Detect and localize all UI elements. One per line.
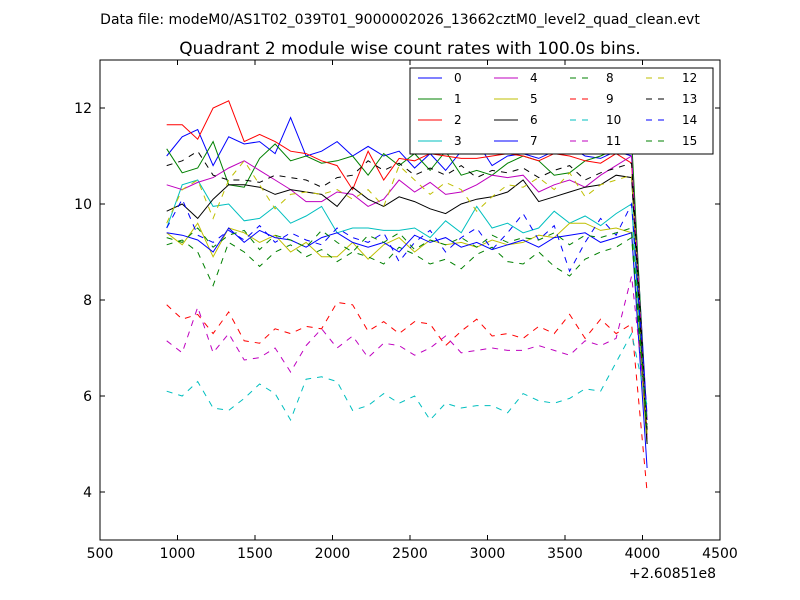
y-tick-label: 12 (74, 101, 92, 117)
x-tick-label: 3500 (547, 546, 583, 562)
series-line-9 (166, 301, 648, 493)
x-tick-label: 1000 (160, 546, 196, 562)
legend-label-9: 9 (606, 92, 614, 106)
data-file-label: Data file: modeM0/AS1T02_039T01_90000020… (100, 12, 700, 28)
x-tick-label: 3000 (470, 546, 506, 562)
legend-label-15: 15 (682, 134, 697, 148)
x-tick-label: 500 (87, 546, 114, 562)
legend-box (409, 67, 714, 155)
legend-label-2: 2 (454, 113, 462, 127)
plot-area: 500 1000 1500 2000 2500 3000 3500 4000 4500 4 6 8 1… (74, 59, 738, 582)
legend-label-12: 12 (682, 71, 697, 85)
legend-label-4: 4 (530, 71, 538, 85)
legend-label-6: 6 (530, 113, 538, 127)
y-axis: 4 6 8 10 12 (74, 101, 720, 501)
y-tick-label: 4 (83, 485, 92, 501)
series-line-2 (166, 100, 648, 435)
chart-title: Quadrant 2 module wise count rates with … (179, 39, 640, 59)
legend-label-8: 8 (606, 71, 614, 85)
series-line-6 (166, 174, 648, 445)
legend-label-1: 1 (454, 92, 462, 106)
y-tick-label: 6 (83, 389, 92, 405)
series-line-7 (166, 227, 648, 469)
x-tick-label: 4000 (625, 546, 661, 562)
x-axis-offset-label: +2.60851e8 (629, 566, 716, 582)
y-tick-label: 10 (74, 197, 92, 213)
x-tick-label: 2000 (315, 546, 351, 562)
legend-label-10: 10 (606, 113, 621, 127)
legend-label-11: 11 (606, 134, 621, 148)
legend-label-5: 5 (530, 92, 538, 106)
y-tick-label: 8 (83, 293, 92, 309)
legend-label-13: 13 (682, 92, 697, 106)
series-line-5 (166, 222, 648, 445)
series-line-3 (166, 179, 648, 445)
x-tick-label: 1500 (237, 546, 273, 562)
legend-label-7: 7 (530, 134, 538, 148)
series-line-13 (166, 150, 648, 430)
legend-label-3: 3 (454, 134, 462, 148)
legend-label-14: 14 (682, 113, 697, 127)
x-tick-label: 2500 (392, 546, 428, 562)
x-tick-label: 4500 (702, 546, 738, 562)
series-line-11 (166, 275, 648, 421)
series-layer (166, 100, 648, 493)
series-line-4 (166, 155, 648, 440)
legend-label-0: 0 (454, 71, 462, 85)
x-axis: 500 1000 1500 2000 2500 3000 3500 4000 4500 (87, 60, 738, 562)
